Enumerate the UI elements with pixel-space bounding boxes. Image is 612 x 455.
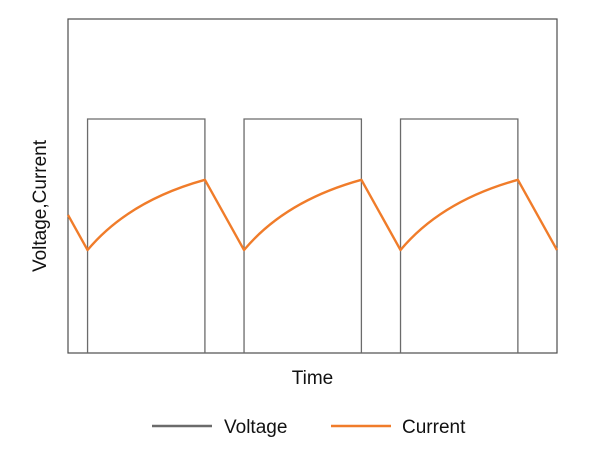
series-line-current bbox=[66, 178, 559, 252]
series-line-voltage bbox=[86, 118, 519, 353]
legend: Voltage Current bbox=[152, 417, 466, 438]
series-layer bbox=[66, 118, 559, 353]
plot-frame bbox=[67, 18, 558, 354]
x-axis-label: Time bbox=[292, 368, 334, 389]
legend-label-current: Current bbox=[402, 417, 466, 438]
y-axis-label: Voltage,Current bbox=[30, 139, 51, 272]
legend-label-voltage: Voltage bbox=[224, 417, 287, 438]
